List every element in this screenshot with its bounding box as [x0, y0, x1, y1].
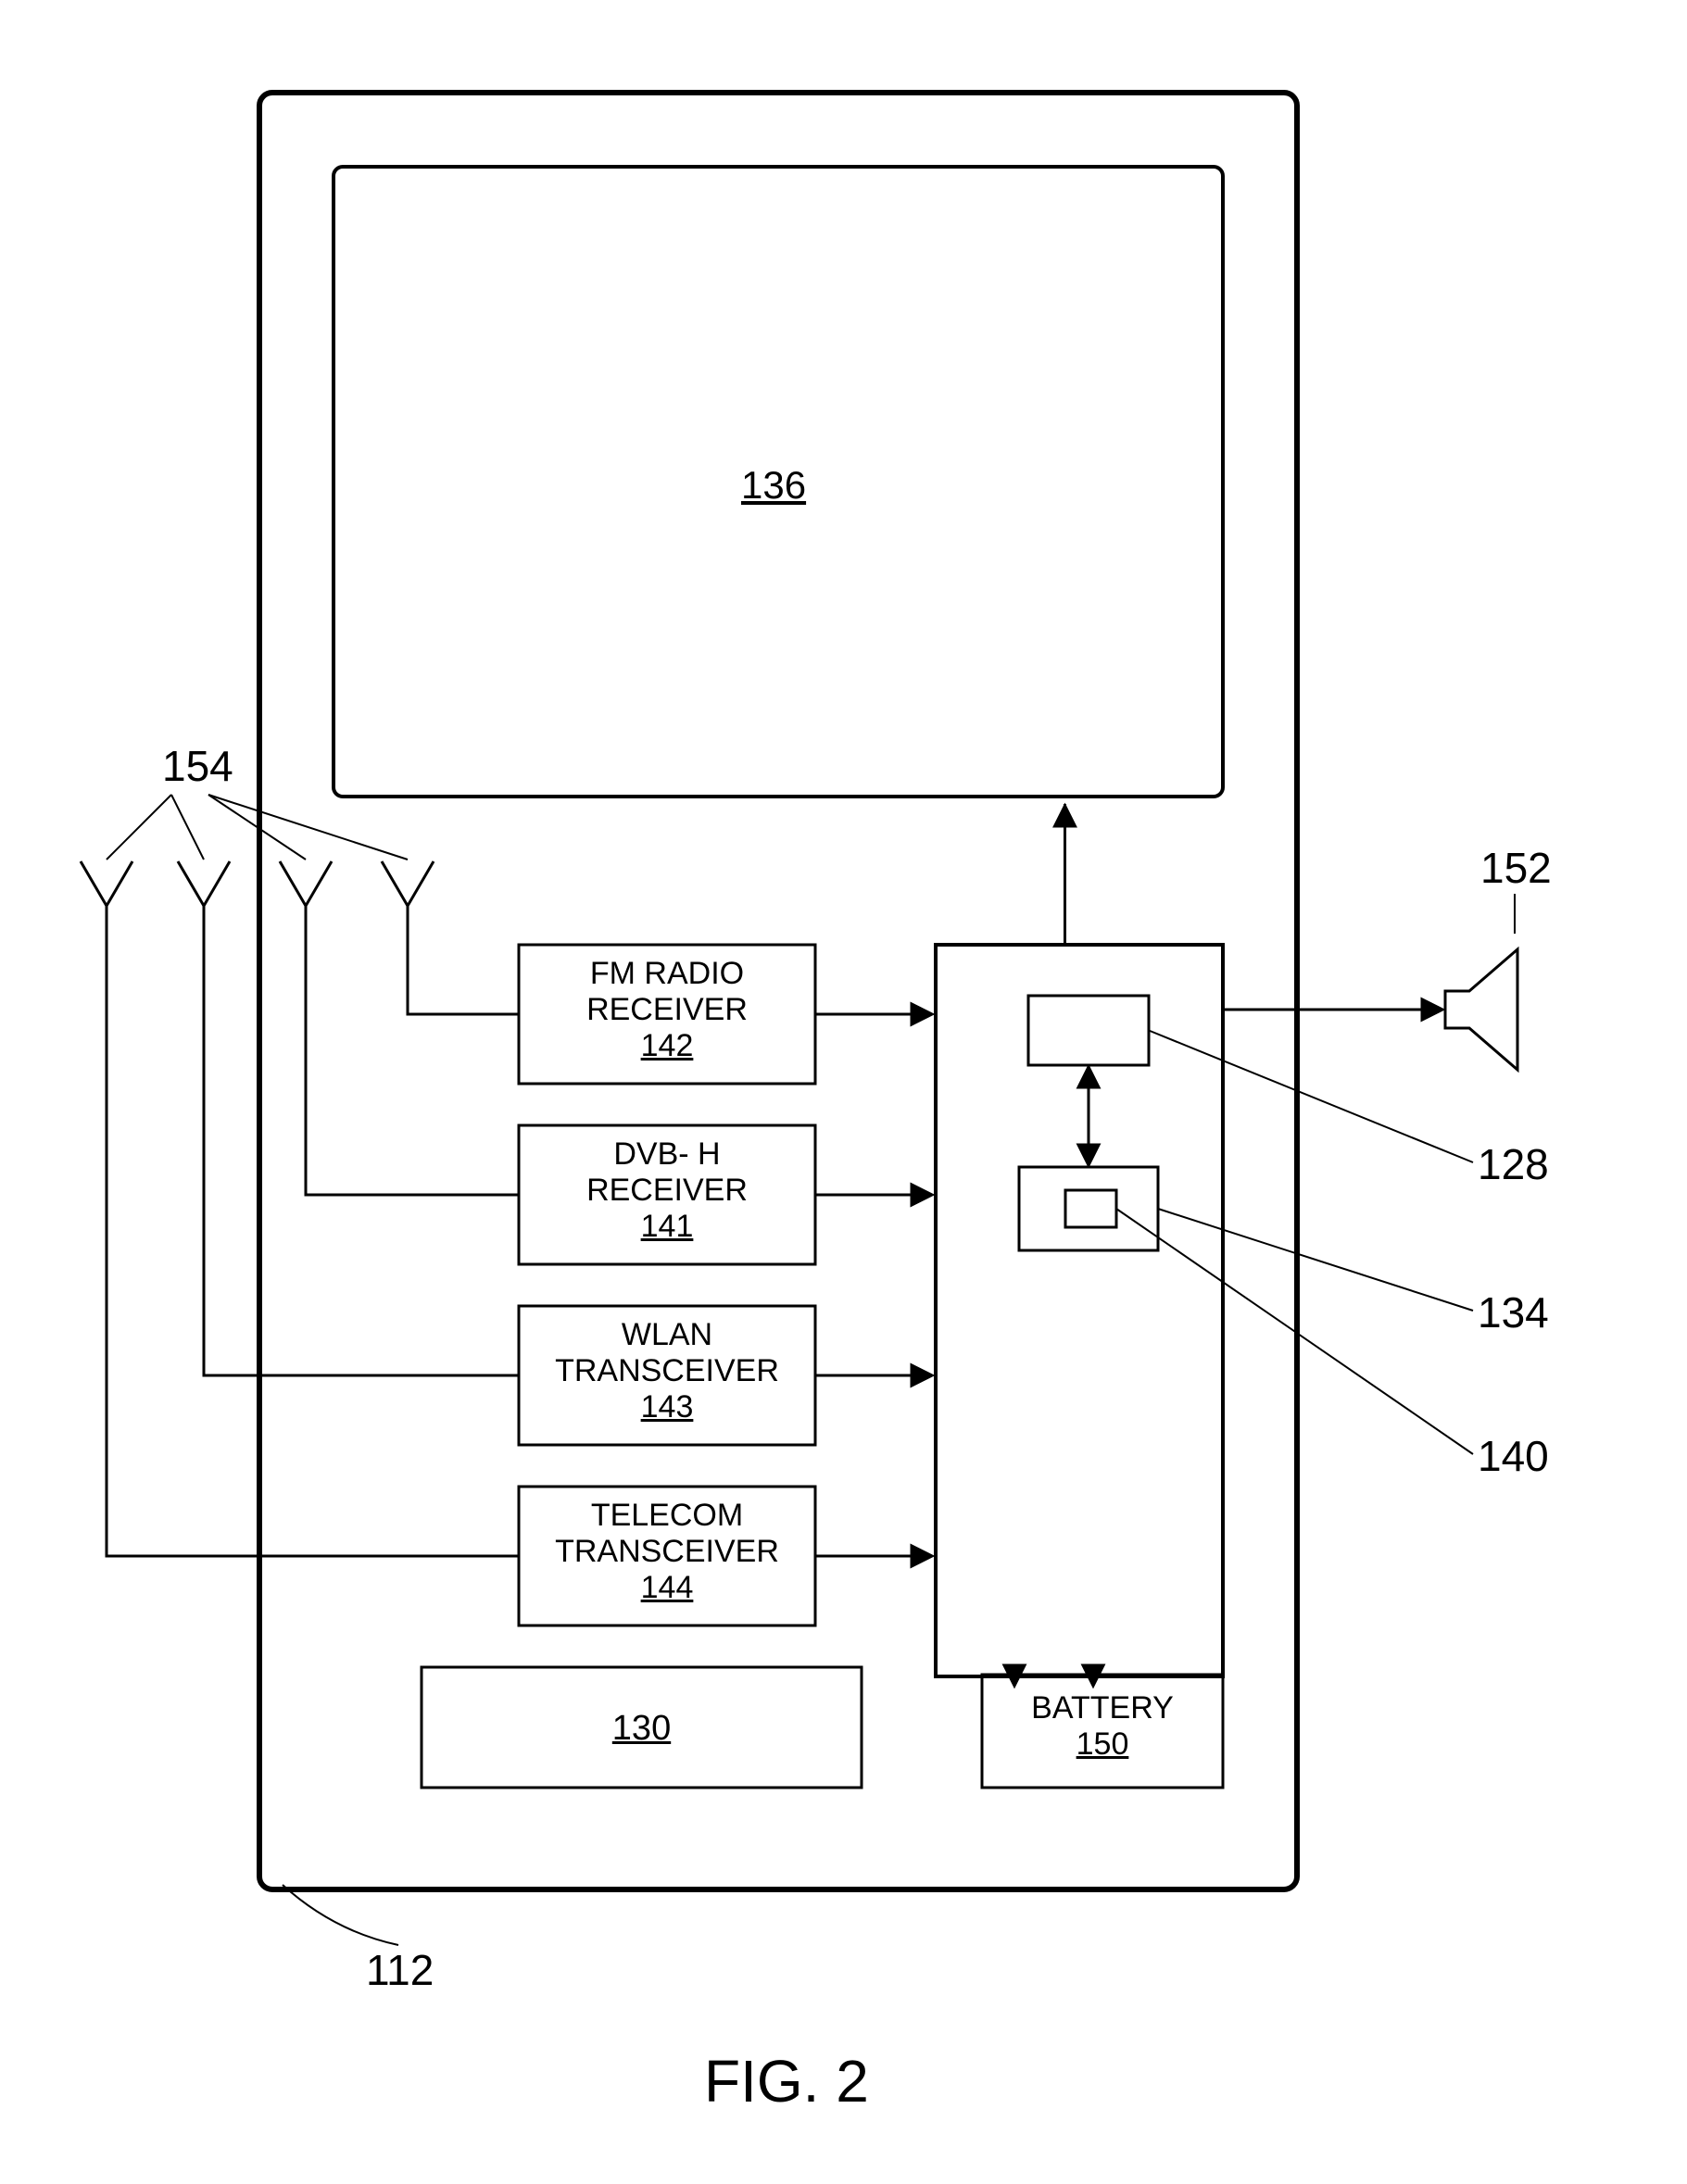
antenna-line-0 — [107, 959, 519, 1556]
processor-inner-128 — [1028, 996, 1149, 1065]
figure-caption: FIG. 2 — [704, 2047, 869, 2115]
leader-154-0 — [107, 795, 171, 860]
callout-134: 134 — [1478, 1287, 1549, 1337]
processor-inner-140 — [1065, 1190, 1116, 1227]
antenna-line-2 — [306, 959, 519, 1195]
leader-134 — [1158, 1209, 1473, 1311]
callout-140: 140 — [1478, 1431, 1549, 1481]
leader-128 — [1149, 1031, 1473, 1163]
display-number: 136 — [741, 463, 806, 508]
speaker-icon — [1445, 949, 1517, 1070]
leader-112 — [283, 1885, 398, 1945]
telecom-box-label: TELECOM TRANSCEIVER 144 — [519, 1498, 815, 1606]
leader-154-3 — [208, 795, 408, 860]
dvbh-box-label: DVB- H RECEIVER 141 — [519, 1136, 815, 1245]
processor-inner-134 — [1019, 1167, 1158, 1250]
callout-speaker: 152 — [1480, 843, 1552, 893]
fm-box-label: FM RADIO RECEIVER 142 — [519, 956, 815, 1064]
callout-128: 128 — [1478, 1139, 1549, 1189]
processor-box — [936, 945, 1223, 1676]
antenna-line-3 — [408, 959, 519, 1014]
wlan-box-label: WLAN TRANSCEIVER 143 — [519, 1317, 815, 1425]
callout-112: 112 — [366, 1945, 434, 1995]
antenna-line-1 — [204, 959, 519, 1375]
callout-antennas: 154 — [162, 741, 233, 791]
leader-154-1 — [171, 795, 204, 860]
block130-number: 130 — [422, 1709, 862, 1750]
battery-box-label: BATTERY 150 — [982, 1690, 1223, 1763]
